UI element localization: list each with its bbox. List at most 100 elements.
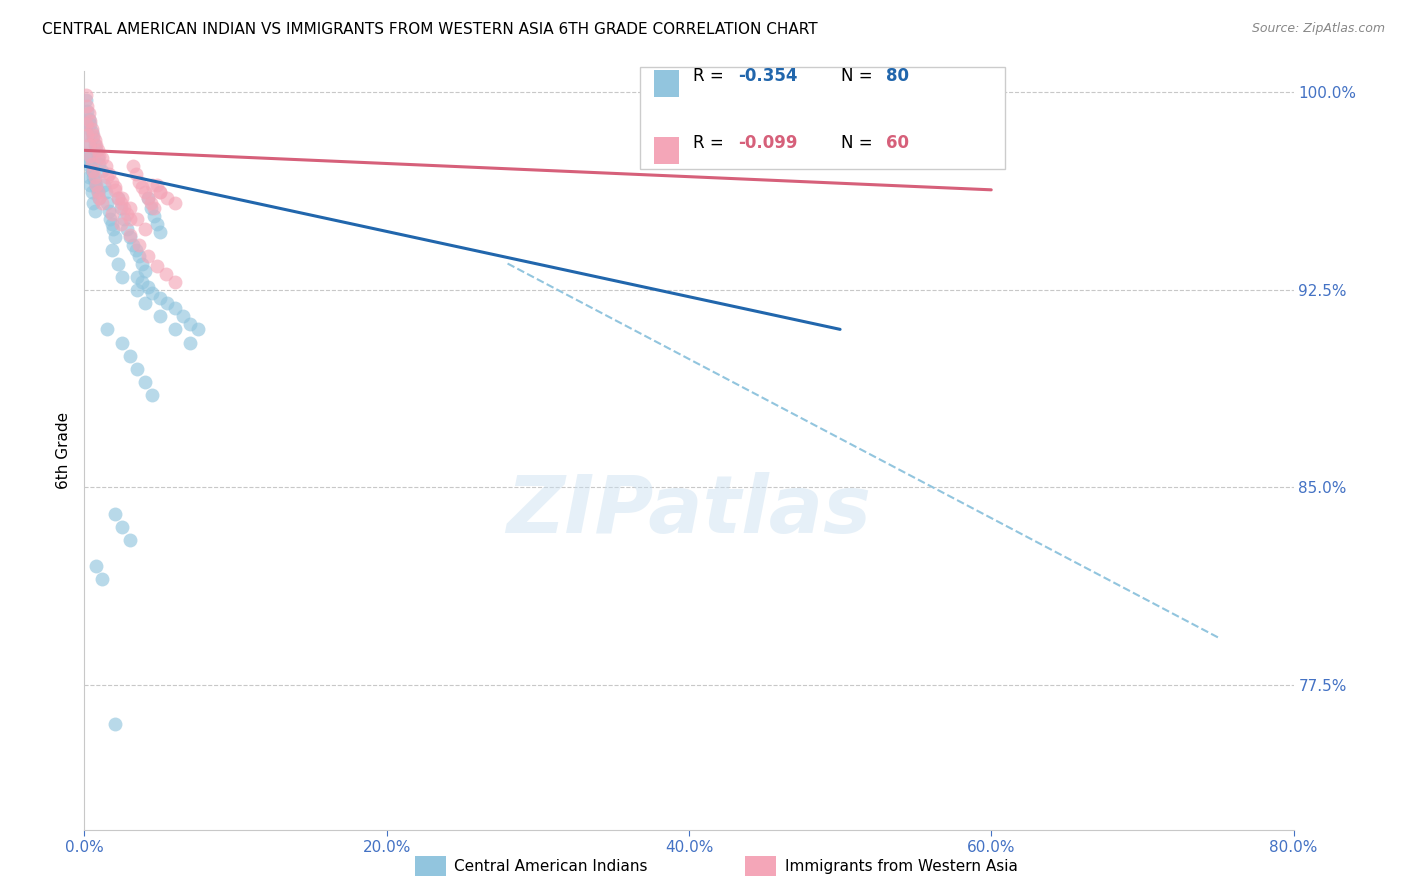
Point xyxy=(112,201,135,215)
Point xyxy=(77,138,100,153)
Point xyxy=(118,211,141,226)
Point xyxy=(100,244,122,258)
Point xyxy=(91,573,114,587)
Point xyxy=(104,507,127,521)
Text: Immigrants from Western Asia: Immigrants from Western Asia xyxy=(785,859,1018,873)
Point xyxy=(136,191,159,205)
Point xyxy=(82,196,104,211)
Point xyxy=(131,275,153,289)
Point xyxy=(77,169,100,184)
Point xyxy=(82,164,104,178)
Point xyxy=(128,175,150,189)
Point xyxy=(165,275,187,289)
Point xyxy=(111,269,134,284)
Point xyxy=(82,128,104,142)
Point xyxy=(97,203,120,218)
Point xyxy=(107,256,129,270)
Point xyxy=(91,164,114,178)
Point xyxy=(84,169,107,184)
Point xyxy=(87,186,110,200)
Point xyxy=(89,148,111,162)
Point xyxy=(139,196,162,211)
Point xyxy=(79,159,101,173)
Point xyxy=(146,178,169,192)
Point xyxy=(107,191,129,205)
Point xyxy=(86,138,108,153)
Y-axis label: 6th Grade: 6th Grade xyxy=(56,412,72,489)
Text: R =: R = xyxy=(693,67,730,85)
Text: N =: N = xyxy=(841,67,877,85)
Point xyxy=(87,144,110,158)
Text: 60: 60 xyxy=(886,134,908,152)
Point xyxy=(104,183,127,197)
Point xyxy=(76,98,98,112)
Point xyxy=(80,122,103,136)
Point xyxy=(87,186,110,200)
Point xyxy=(82,130,104,145)
Text: Central American Indians: Central American Indians xyxy=(454,859,648,873)
Point xyxy=(142,201,165,215)
Point xyxy=(75,151,97,165)
Point xyxy=(79,148,101,162)
Point xyxy=(75,125,97,139)
Point xyxy=(179,335,201,350)
Point xyxy=(128,249,150,263)
Point xyxy=(172,309,194,323)
Point xyxy=(156,191,179,205)
Point xyxy=(149,186,172,200)
Point xyxy=(84,175,107,189)
Point xyxy=(136,280,159,294)
Point xyxy=(79,178,101,192)
Point xyxy=(127,211,149,226)
Point xyxy=(125,167,148,181)
Point xyxy=(110,196,132,211)
Point xyxy=(118,349,141,363)
Text: -0.099: -0.099 xyxy=(738,134,797,152)
Point xyxy=(118,230,141,244)
Point xyxy=(94,186,117,200)
Point xyxy=(100,217,122,231)
Point xyxy=(75,88,97,103)
Point xyxy=(87,151,110,165)
Point xyxy=(86,180,108,194)
Point xyxy=(107,191,129,205)
Point xyxy=(76,128,98,142)
Point xyxy=(82,169,104,184)
Point xyxy=(187,322,209,336)
Point xyxy=(101,222,124,236)
Point xyxy=(80,156,103,170)
Point xyxy=(100,206,122,220)
Point xyxy=(89,191,111,205)
Text: 80: 80 xyxy=(886,67,908,85)
Point xyxy=(134,264,156,278)
Point xyxy=(84,133,107,147)
Point xyxy=(89,156,111,170)
Point xyxy=(146,217,169,231)
Point xyxy=(131,256,153,270)
Point xyxy=(980,86,1002,100)
Point xyxy=(142,209,165,223)
Point xyxy=(139,201,162,215)
Point xyxy=(84,138,107,153)
Point xyxy=(76,103,98,118)
Point xyxy=(118,533,141,547)
Point xyxy=(115,222,138,236)
Point xyxy=(91,151,114,165)
Text: -0.354: -0.354 xyxy=(738,67,797,85)
Point xyxy=(80,125,103,139)
Point xyxy=(104,717,127,731)
Point xyxy=(134,375,156,389)
Point xyxy=(165,196,187,211)
Point xyxy=(134,296,156,310)
Point xyxy=(96,169,118,184)
Text: CENTRAL AMERICAN INDIAN VS IMMIGRANTS FROM WESTERN ASIA 6TH GRADE CORRELATION CH: CENTRAL AMERICAN INDIAN VS IMMIGRANTS FR… xyxy=(42,22,818,37)
Text: N =: N = xyxy=(841,134,877,152)
Point xyxy=(94,159,117,173)
Point xyxy=(77,151,100,165)
Point xyxy=(100,175,122,189)
Point xyxy=(125,244,148,258)
Point xyxy=(77,112,100,126)
Text: ZIPatlas: ZIPatlas xyxy=(506,472,872,550)
Point xyxy=(111,191,134,205)
Point xyxy=(134,186,156,200)
